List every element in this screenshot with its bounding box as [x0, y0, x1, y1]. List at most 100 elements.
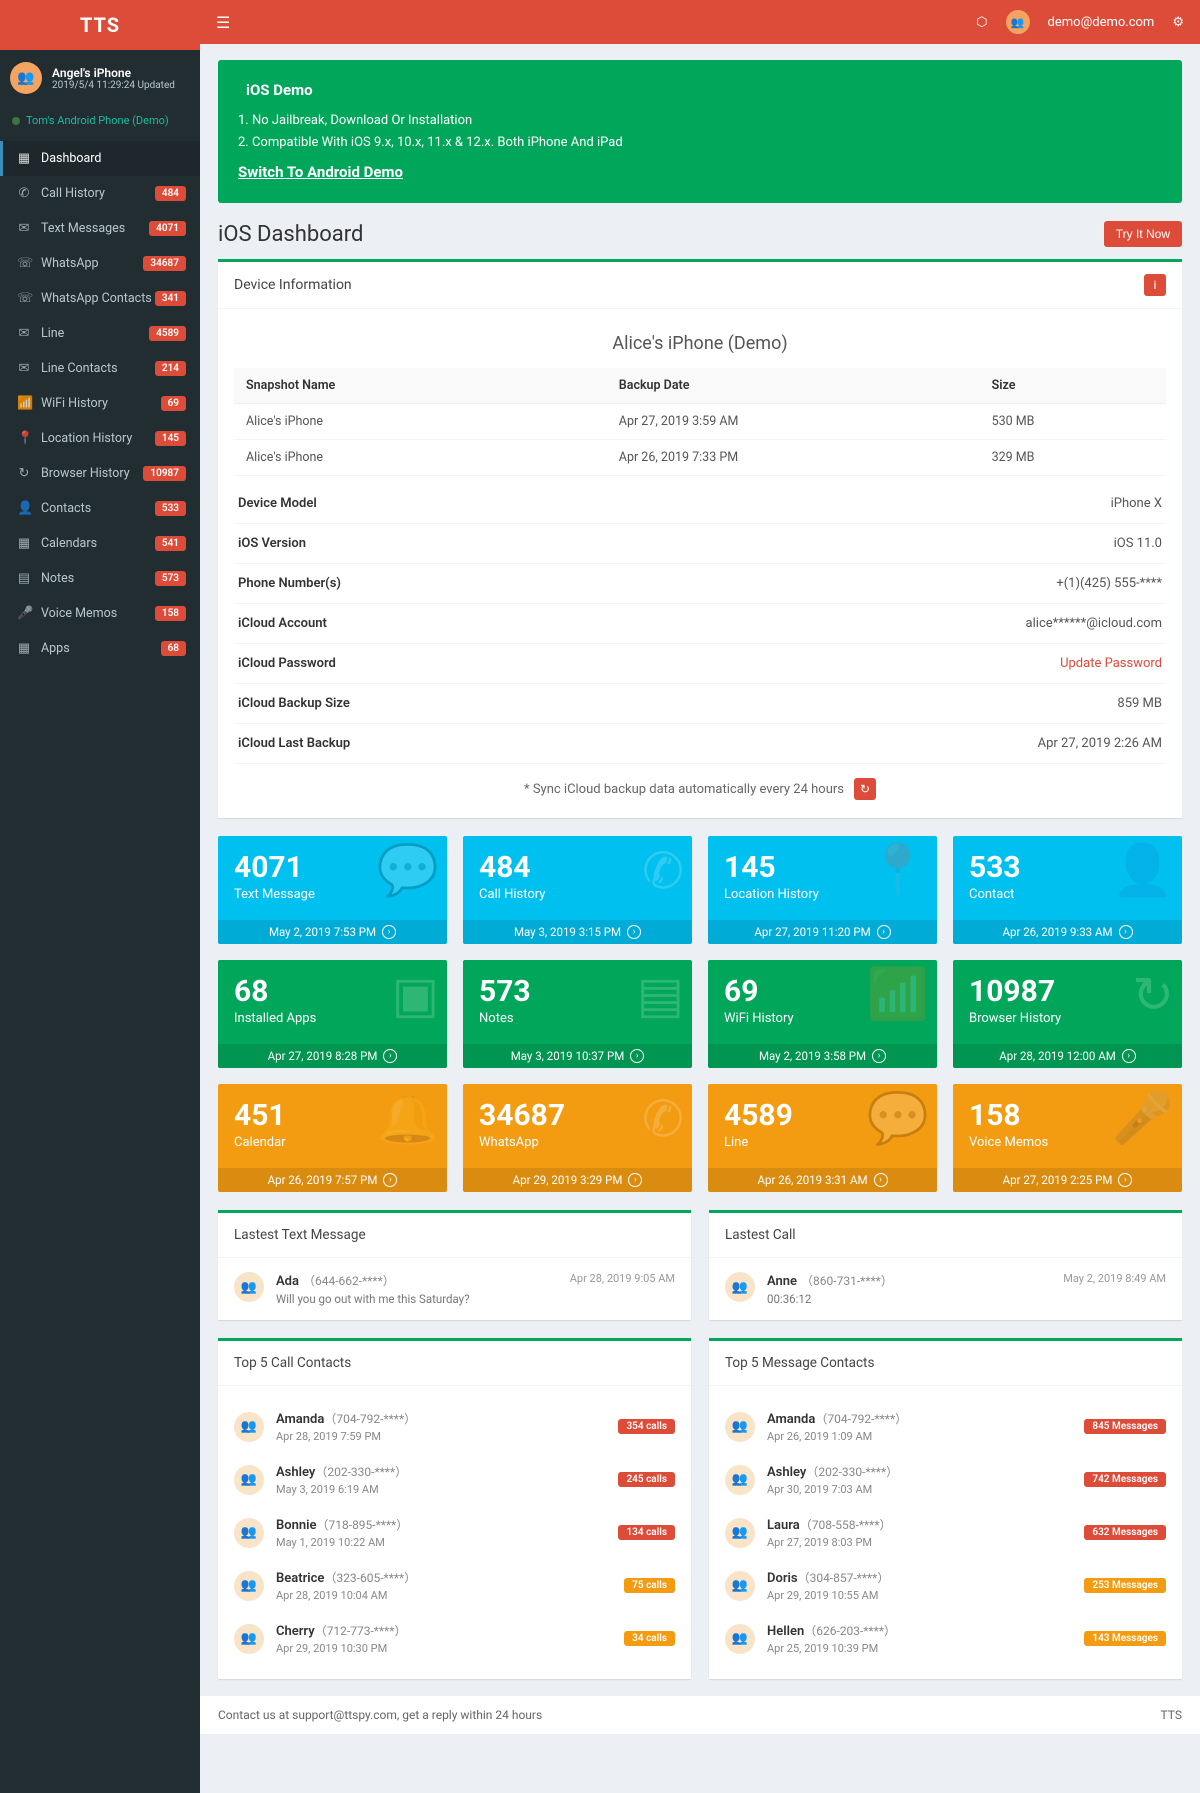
device-updated: 2019/5/4 11:29:24 Updated — [52, 80, 175, 91]
info-value[interactable]: Update Password — [1060, 656, 1162, 671]
switch-demo-link[interactable]: Switch To Android Demo — [238, 160, 403, 186]
nav-label: Line Contacts — [41, 361, 118, 376]
sidebar-item[interactable]: ▤Notes573 — [0, 561, 200, 596]
nav-label: Apps — [41, 641, 70, 656]
stat-tile[interactable]: 145Location History📍Apr 27, 2019 11:20 P… — [708, 836, 937, 944]
sidebar-item[interactable]: 📍Location History145 — [0, 421, 200, 456]
sidebar-item[interactable]: ▦Dashboard — [0, 141, 200, 176]
message-text: Will you go out with me this Saturday? — [276, 1292, 558, 1306]
table-row[interactable]: Alice's iPhoneApr 27, 2019 3:59 AM530 MB — [234, 404, 1166, 440]
sidebar-item[interactable]: ☏WhatsApp34687 — [0, 246, 200, 281]
contact-item[interactable]: 👥Ashley（202-330-****）May 3, 2019 6:19 AM… — [234, 1453, 675, 1506]
latest-call-panel: Lastest Call 👥 Anne（860-731-****） 00:36:… — [709, 1210, 1182, 1320]
menu-toggle-icon[interactable]: ☰ — [216, 13, 230, 32]
top-calls-title: Top 5 Call Contacts — [218, 1341, 691, 1386]
sidebar-item[interactable]: 👤Contacts533 — [0, 491, 200, 526]
cell-date: Apr 26, 2019 7:33 PM — [607, 440, 980, 476]
user-email[interactable]: demo@demo.com — [1048, 15, 1155, 30]
contact-item[interactable]: 👥Beatrice（323-605-****）Apr 28, 2019 10:0… — [234, 1559, 675, 1612]
info-key: iCloud Password — [238, 656, 336, 671]
banner-title: iOS Demo — [246, 78, 313, 104]
contact-item[interactable]: 👥Amanda（704-792-****）Apr 28, 2019 7:59 P… — [234, 1400, 675, 1453]
count-badge: 75 calls — [624, 1578, 675, 1593]
sidebar-item[interactable]: 📶WiFi History69 — [0, 386, 200, 421]
contact-phone: （202-330-****） — [806, 1465, 898, 1479]
contact-phone: （704-792-****） — [324, 1412, 416, 1426]
info-key: iCloud Backup Size — [238, 696, 350, 711]
nav-badge: 69 — [161, 396, 186, 411]
sidebar-item[interactable]: ☏WhatsApp Contacts341 — [0, 281, 200, 316]
tile-icon: ↻ — [1132, 966, 1174, 1025]
tile-date: Apr 28, 2019 12:00 AM — [999, 1049, 1116, 1063]
stat-tile[interactable]: 4589Line💬Apr 26, 2019 3:31 AM› — [708, 1084, 937, 1192]
contact-item[interactable]: 👥Ashley（202-330-****）Apr 30, 2019 7:03 A… — [725, 1453, 1166, 1506]
contact-name: Amanda — [276, 1412, 324, 1427]
tile-icon: 💬 — [867, 1090, 929, 1148]
latest-call-item[interactable]: 👥 Anne（860-731-****） 00:36:12 May 2, 201… — [725, 1272, 1166, 1306]
contact-item[interactable]: 👥Doris（304-857-****）Apr 29, 2019 10:55 A… — [725, 1559, 1166, 1612]
gears-icon[interactable]: ⚙ — [1172, 15, 1184, 30]
device-switch[interactable]: Tom's Android Phone (Demo) — [0, 106, 200, 135]
sidebar-item[interactable]: ↻Browser History10987 — [0, 456, 200, 491]
info-value: iOS 11.0 — [1114, 536, 1162, 551]
stat-tile[interactable]: 573Notes▤May 3, 2019 10:37 PM› — [463, 960, 692, 1068]
info-value: +(1)(425) 555-**** — [1056, 576, 1162, 591]
info-value: alice******@icloud.com — [1026, 616, 1162, 631]
count-badge: 253 Messages — [1084, 1578, 1166, 1593]
try-it-now-button[interactable]: Try It Now — [1104, 221, 1182, 247]
brand-logo[interactable]: TTS — [0, 0, 200, 50]
nav-badge: 573 — [155, 571, 186, 586]
sync-icon[interactable]: ↻ — [854, 778, 876, 800]
sidebar-item[interactable]: ✆Call History484 — [0, 176, 200, 211]
nav-badge: 214 — [155, 361, 186, 376]
sidebar-item[interactable]: ▦Apps68 — [0, 631, 200, 666]
stat-tile[interactable]: 68Installed Apps▣Apr 27, 2019 8:28 PM› — [218, 960, 447, 1068]
nav-badge: 34687 — [143, 256, 186, 271]
stat-tile[interactable]: 34687WhatsApp✆Apr 29, 2019 3:29 PM› — [463, 1084, 692, 1192]
avatar-icon: 👥 — [725, 1465, 755, 1495]
sidebar-item[interactable]: 🎤Voice Memos158 — [0, 596, 200, 631]
arrow-icon: › — [877, 925, 891, 939]
info-row: iCloud Last BackupApr 27, 2019 2:26 AM — [234, 724, 1166, 764]
tile-date: May 2, 2019 3:58 PM — [759, 1049, 866, 1063]
table-row[interactable]: Alice's iPhoneApr 26, 2019 7:33 PM329 MB — [234, 440, 1166, 476]
android-icon[interactable]: ⬡ — [976, 15, 987, 30]
stat-tile[interactable]: 158Voice Memos🎤Apr 27, 2019 2:25 PM› — [953, 1084, 1182, 1192]
nav-label: Line — [41, 326, 64, 341]
contact-item[interactable]: 👥Amanda（704-792-****）Apr 26, 2019 1:09 A… — [725, 1400, 1166, 1453]
contact-phone: （626-203-****） — [804, 1624, 896, 1638]
nav-label: Notes — [41, 571, 74, 586]
contact-phone: （860-731-****） — [801, 1274, 893, 1288]
tile-date: Apr 29, 2019 3:29 PM — [513, 1173, 623, 1187]
contact-item[interactable]: 👥Laura（708-558-****）Apr 27, 2019 8:03 PM… — [725, 1506, 1166, 1559]
stat-tile[interactable]: 533Contact👤Apr 26, 2019 9:33 AM› — [953, 836, 1182, 944]
avatar-icon: 👥 — [234, 1624, 264, 1654]
contact-item[interactable]: 👥Hellen（626-203-****）Apr 25, 2019 10:39 … — [725, 1612, 1166, 1665]
info-key: iCloud Account — [238, 616, 327, 631]
stat-tile[interactable]: 484Call History✆May 3, 2019 3:15 PM› — [463, 836, 692, 944]
nav-badge: 4589 — [149, 326, 186, 341]
arrow-icon: › — [382, 925, 396, 939]
contact-date: Apr 30, 2019 7:03 AM — [767, 1483, 1072, 1496]
stat-tile[interactable]: 4071Text Message💬May 2, 2019 7:53 PM› — [218, 836, 447, 944]
sidebar-item[interactable]: ✉Text Messages4071 — [0, 211, 200, 246]
user-avatar-icon[interactable]: 👥 — [1006, 10, 1030, 34]
info-row: iCloud Account alice******@icloud.com — [234, 604, 1166, 644]
sidebar-item[interactable]: ▦Calendars541 — [0, 526, 200, 561]
contact-item[interactable]: 👥Cherry（712-773-****）Apr 29, 2019 10:30 … — [234, 1612, 675, 1665]
latest-text-item[interactable]: 👥 Ada（644-662-****） Will you go out with… — [234, 1272, 675, 1306]
status-dot-icon — [12, 117, 20, 125]
info-icon[interactable]: i — [1144, 274, 1166, 296]
stat-tile[interactable]: 10987Browser History↻Apr 28, 2019 12:00 … — [953, 960, 1182, 1068]
top-calls-panel: Top 5 Call Contacts 👥Amanda（704-792-****… — [218, 1338, 691, 1679]
info-row: iOS VersioniOS 11.0 — [234, 524, 1166, 564]
info-row: iCloud Password Update Password — [234, 644, 1166, 684]
contact-phone: （644-662-****） — [303, 1274, 395, 1288]
stat-tile[interactable]: 451Calendar🔔Apr 26, 2019 7:57 PM› — [218, 1084, 447, 1192]
nav-label: Voice Memos — [41, 606, 117, 621]
sidebar-item[interactable]: ✉Line4589 — [0, 316, 200, 351]
contact-date: Apr 27, 2019 8:03 PM — [767, 1536, 1072, 1549]
contact-item[interactable]: 👥Bonnie（718-895-****）May 1, 2019 10:22 A… — [234, 1506, 675, 1559]
sidebar-item[interactable]: ✉Line Contacts214 — [0, 351, 200, 386]
stat-tile[interactable]: 69WiFi History📶May 2, 2019 3:58 PM› — [708, 960, 937, 1068]
